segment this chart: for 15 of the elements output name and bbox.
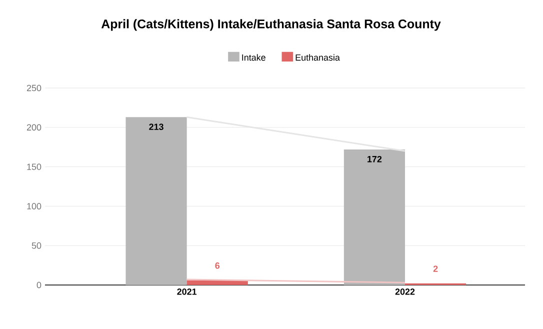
- y-tick-label: 150: [27, 164, 42, 170]
- chart-title: April (Cats/Kittens) Intake/Euthanasia Santa Rosa County: [101, 19, 441, 31]
- legend-label: Intake: [242, 54, 266, 61]
- y-tick-label: 50: [32, 242, 42, 249]
- data-label: 172: [368, 156, 382, 162]
- data-label: 6: [215, 262, 220, 269]
- y-tick-label: 100: [27, 203, 42, 210]
- legend-label: Euthanasia: [296, 54, 340, 61]
- data-label: 2: [433, 266, 438, 272]
- y-tick-label: 0: [36, 282, 42, 288]
- y-tick-label: 250: [26, 84, 42, 92]
- x-tick-label: 2022: [395, 288, 415, 295]
- y-tick-label: 200: [26, 124, 42, 131]
- data-label: 213: [149, 124, 164, 130]
- x-tick-label: 2021: [177, 288, 197, 295]
